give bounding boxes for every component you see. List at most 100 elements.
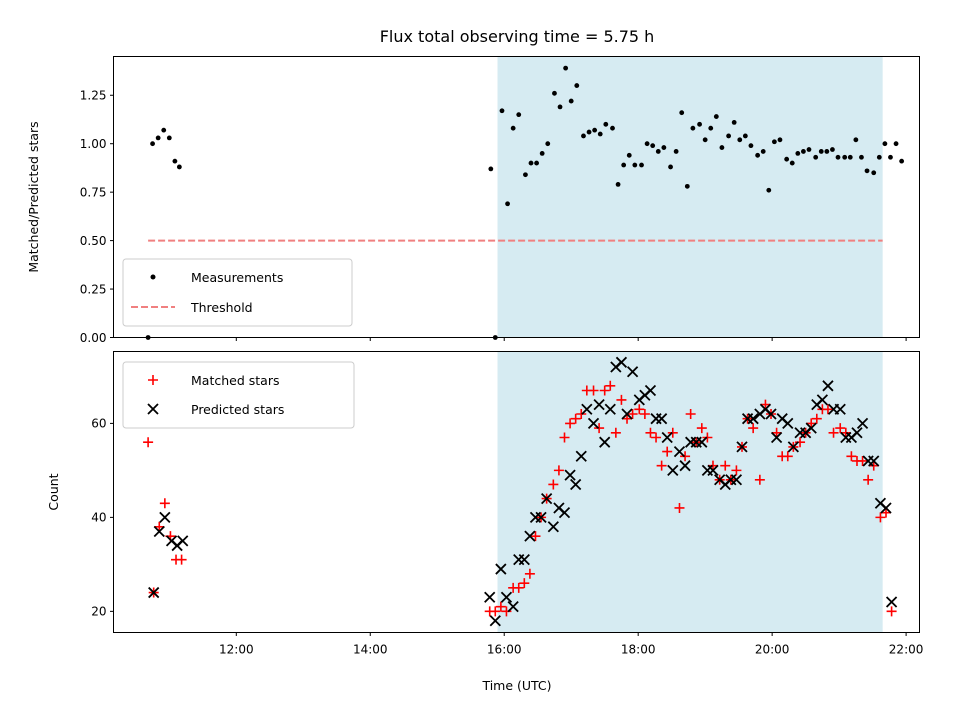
matched-stars-point (760, 399, 771, 410)
matched-stars-point (594, 423, 605, 434)
shaded-span-top (497, 56, 883, 338)
predicted-stars-point (834, 403, 846, 415)
measurements-point (690, 125, 696, 131)
predicted-stars-point (822, 380, 834, 392)
legend-box-bottom (122, 361, 355, 429)
matched-stars-point (651, 432, 662, 443)
y-ticks-bottom: 20 40 60 (91, 417, 114, 619)
measurements-point (661, 145, 667, 150)
predicted-stars-point (736, 441, 748, 453)
matched-stars-point (616, 394, 627, 405)
matched-stars-point (811, 413, 822, 424)
matched-stars-point (881, 507, 892, 518)
predicted-stars-point (570, 478, 582, 491)
matched-stars-point (605, 380, 616, 391)
measurements-point (684, 183, 690, 189)
measurements-point (893, 141, 899, 147)
y-axis-label-bottom: Count (46, 473, 61, 510)
measurements-point (150, 141, 155, 147)
matched-stars-point (645, 427, 656, 438)
matched-stars-point (886, 606, 897, 617)
measurements-point (610, 125, 615, 131)
matched-stars-point (685, 408, 696, 419)
predicted-stars-point (148, 586, 160, 599)
predicted-stars-point (696, 436, 708, 448)
measurements-point (760, 149, 766, 154)
measurements-point (176, 164, 182, 170)
x-tick-label: 16:00 (487, 643, 522, 657)
measurements-point (155, 135, 161, 141)
measurements-point (650, 143, 656, 149)
predicted-stars-point (615, 356, 628, 368)
matched-stars-point (748, 423, 759, 434)
legend-label-threshold: Threshold (190, 300, 253, 315)
predicted-stars-point (816, 394, 829, 406)
matched-stars-point (143, 437, 154, 448)
predicted-stars-point (673, 445, 686, 458)
predicted-stars-point (661, 431, 673, 444)
measurements-point (813, 154, 819, 160)
matched-stars-point (846, 451, 857, 462)
legend-label-matched: Matched stars (191, 373, 279, 388)
predicted-stars-point (868, 455, 880, 467)
measurements-point (632, 162, 638, 168)
matched-stars-point (754, 474, 765, 485)
predicted-stars-point (626, 366, 639, 378)
measurements-point (742, 133, 748, 139)
measurements-point (864, 168, 870, 174)
predicted-stars-point (856, 417, 869, 430)
predicted-stars-point (518, 554, 530, 566)
measurements-point (899, 158, 905, 164)
matched-stars-point (656, 460, 667, 471)
matched-stars-point (806, 418, 817, 429)
predicted-stars-point (787, 441, 799, 453)
legend-label-predicted: Predicted stars (191, 402, 284, 417)
matched-stars-point (875, 512, 886, 523)
y-tick-label: 1.25 (80, 89, 107, 103)
matched-stars-point (495, 601, 506, 612)
axes-frame-bottom (113, 351, 920, 633)
matched-stars-point (490, 606, 501, 617)
matched-stars-point (576, 408, 587, 419)
matched-stars-point (720, 460, 731, 471)
y-tick-label: 1.00 (80, 137, 107, 151)
measurements-point (552, 90, 557, 96)
predicted-stars-point (770, 431, 783, 444)
y-tick-label: 0.50 (80, 234, 107, 248)
matched-stars-point (501, 606, 512, 617)
measurements-point (673, 149, 679, 154)
predicted-stars-point (782, 417, 794, 430)
predicted-stars-point (805, 422, 817, 434)
predicted-stars-point (604, 403, 616, 415)
x-tick-label: 18:00 (621, 643, 656, 657)
matched-stars-point (530, 531, 541, 542)
matched-stars-point (822, 404, 833, 415)
predicted-stars-point (747, 413, 759, 425)
measurements-point (644, 141, 650, 147)
matched-stars-point (782, 451, 793, 462)
matched-stars-point (696, 423, 707, 434)
legend-label-measurements: Measurements (191, 270, 283, 285)
matched-stars-point (857, 455, 868, 466)
matched-stars-point (835, 423, 846, 434)
legend-marker-measurements (150, 274, 156, 280)
x-ticks-top (235, 337, 907, 341)
measurements-point (726, 133, 732, 139)
y-tick-label: 60 (91, 417, 106, 431)
y-tick-label: 0.00 (80, 331, 107, 345)
measurements-point (801, 149, 806, 154)
measurements-point (679, 110, 685, 116)
matched-stars-point (159, 498, 170, 509)
predicted-stars-point (575, 450, 587, 462)
measurements-point (795, 150, 801, 156)
measurements-point (172, 158, 178, 164)
measurements-point (523, 172, 528, 178)
matched-stars-point (553, 465, 564, 476)
predicted-stars-point (599, 436, 611, 448)
predicted-stars-point (495, 563, 507, 575)
marks-bottom (143, 356, 898, 627)
x-ticks-bottom: 12:00 14:00 16:00 18:00 20:00 22:00 (219, 632, 923, 657)
measurements-point (488, 166, 494, 172)
predicted-stars-point (500, 591, 513, 603)
matched-stars-point (707, 460, 718, 471)
